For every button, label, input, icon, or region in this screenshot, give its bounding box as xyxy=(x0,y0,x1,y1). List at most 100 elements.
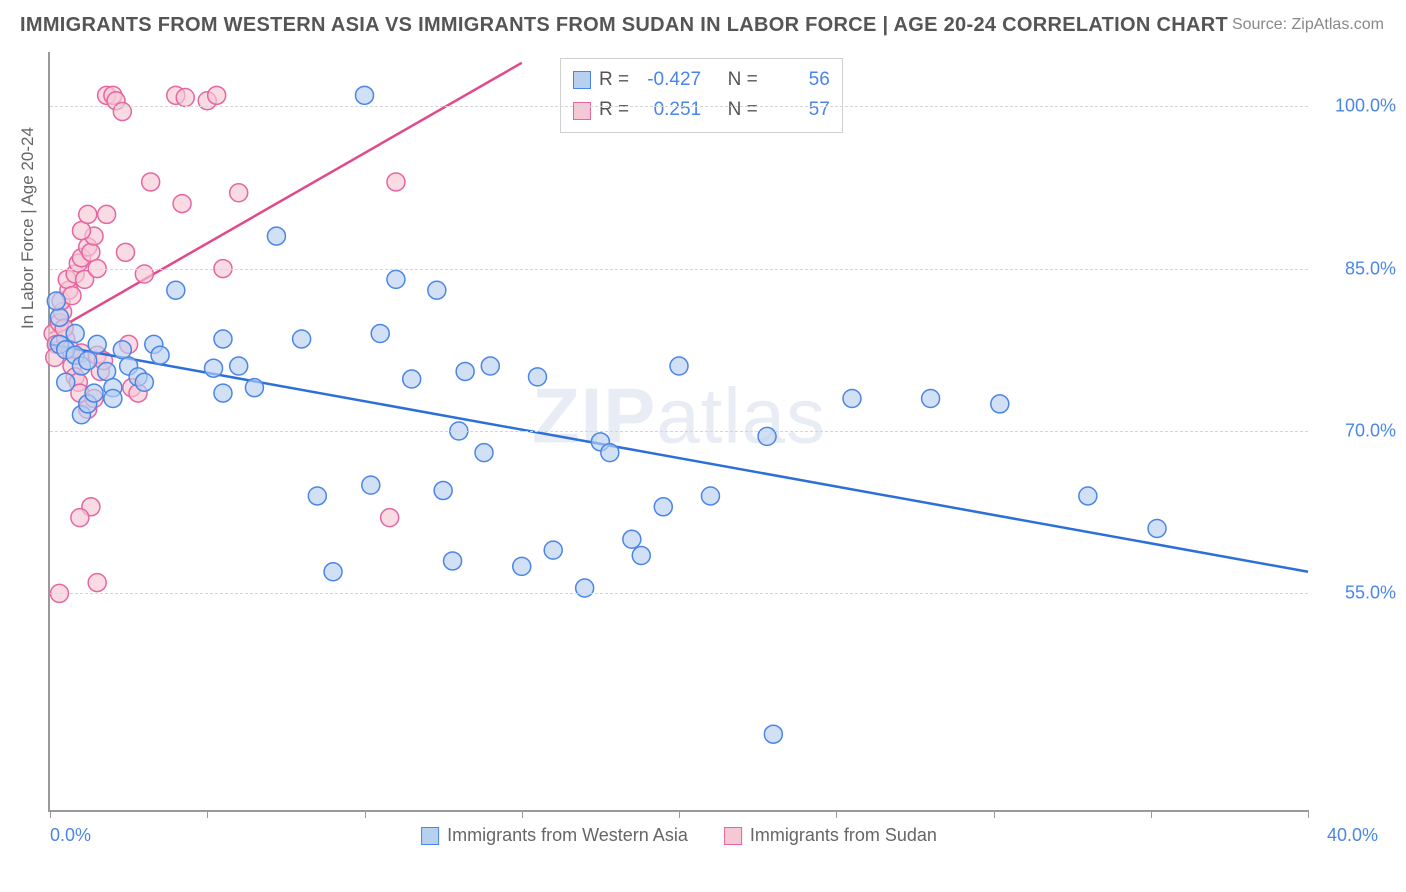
x-tick xyxy=(365,810,366,818)
scatter-point xyxy=(88,335,106,353)
scatter-point xyxy=(98,205,116,223)
legend-label: Immigrants from Western Asia xyxy=(447,825,688,846)
x-tick xyxy=(522,810,523,818)
scatter-point xyxy=(403,370,421,388)
scatter-point xyxy=(362,476,380,494)
scatter-point xyxy=(116,243,134,261)
scatter-point xyxy=(167,281,185,299)
x-axis-min-label: 0.0% xyxy=(50,825,91,846)
scatter-point xyxy=(205,359,223,377)
scatter-point xyxy=(434,482,452,500)
scatter-point xyxy=(428,281,446,299)
scatter-point xyxy=(98,362,116,380)
scatter-point xyxy=(230,184,248,202)
scatter-point xyxy=(85,384,103,402)
stats-n-2: 57 xyxy=(766,95,830,125)
gridline xyxy=(50,269,1308,270)
scatter-point xyxy=(324,563,342,581)
scatter-point xyxy=(79,205,97,223)
y-tick-label: 70.0% xyxy=(1345,421,1396,442)
gridline xyxy=(50,593,1308,594)
legend-item: Immigrants from Western Asia xyxy=(421,825,688,846)
x-tick xyxy=(50,810,51,818)
scatter-point xyxy=(670,357,688,375)
gridline xyxy=(50,106,1308,107)
scatter-point xyxy=(528,368,546,386)
scatter-point xyxy=(245,379,263,397)
y-tick-label: 55.0% xyxy=(1345,583,1396,604)
scatter-point xyxy=(475,444,493,462)
scatter-point xyxy=(230,357,248,375)
scatter-point xyxy=(113,341,131,359)
scatter-point xyxy=(387,270,405,288)
scatter-point xyxy=(1079,487,1097,505)
legend-bottom: Immigrants from Western Asia Immigrants f… xyxy=(421,825,937,846)
legend-label: Immigrants from Sudan xyxy=(750,825,937,846)
scatter-point xyxy=(991,395,1009,413)
scatter-point xyxy=(151,346,169,364)
stats-row-series1: R = -0.427 N = 56 xyxy=(573,65,830,95)
stats-swatch-2 xyxy=(573,102,591,120)
legend-swatch xyxy=(724,827,742,845)
scatter-point xyxy=(214,384,232,402)
scatter-point xyxy=(135,373,153,391)
scatter-point xyxy=(71,509,89,527)
scatter-point xyxy=(356,86,374,104)
y-tick-label: 85.0% xyxy=(1345,258,1396,279)
scatter-point xyxy=(544,541,562,559)
scatter-point xyxy=(208,86,226,104)
x-tick xyxy=(836,810,837,818)
stats-swatch-1 xyxy=(573,71,591,89)
scatter-point xyxy=(47,292,65,310)
scatter-point xyxy=(308,487,326,505)
y-axis-title: In Labor Force | Age 20-24 xyxy=(18,127,38,329)
scatter-point xyxy=(57,373,75,391)
stats-row-series2: R = 0.251 N = 57 xyxy=(573,95,830,125)
scatter-point xyxy=(66,325,84,343)
scatter-point xyxy=(173,195,191,213)
scatter-point xyxy=(601,444,619,462)
gridline xyxy=(50,431,1308,432)
regression-line xyxy=(50,344,1308,571)
plot-area: ZIPatlas R = -0.427 N = 56 R = 0.251 N =… xyxy=(48,52,1308,812)
x-tick xyxy=(1151,810,1152,818)
scatter-point xyxy=(764,725,782,743)
x-tick xyxy=(679,810,680,818)
scatter-point xyxy=(214,330,232,348)
source-label: Source: ZipAtlas.com xyxy=(1232,16,1384,34)
x-tick xyxy=(994,810,995,818)
stats-panel: R = -0.427 N = 56 R = 0.251 N = 57 xyxy=(560,58,843,133)
scatter-point xyxy=(387,173,405,191)
scatter-point xyxy=(481,357,499,375)
scatter-point xyxy=(72,222,90,240)
scatter-point xyxy=(104,390,122,408)
scatter-point xyxy=(456,362,474,380)
scatter-point xyxy=(79,352,97,370)
stats-r-1: -0.427 xyxy=(637,65,701,95)
y-tick-label: 100.0% xyxy=(1335,96,1396,117)
scatter-point xyxy=(293,330,311,348)
scatter-point xyxy=(371,325,389,343)
scatter-point xyxy=(50,308,68,326)
scatter-point xyxy=(632,547,650,565)
scatter-point xyxy=(843,390,861,408)
scatter-point xyxy=(513,557,531,575)
scatter-point xyxy=(88,574,106,592)
chart-title: IMMIGRANTS FROM WESTERN ASIA VS IMMIGRAN… xyxy=(20,14,1228,37)
stats-n-1: 56 xyxy=(766,65,830,95)
scatter-point xyxy=(176,88,194,106)
legend-swatch xyxy=(421,827,439,845)
scatter-point xyxy=(701,487,719,505)
legend-item: Immigrants from Sudan xyxy=(724,825,937,846)
scatter-point xyxy=(922,390,940,408)
scatter-point xyxy=(654,498,672,516)
scatter-point xyxy=(142,173,160,191)
scatter-point xyxy=(381,509,399,527)
scatter-point xyxy=(444,552,462,570)
scatter-point xyxy=(1148,519,1166,537)
scatter-point xyxy=(623,530,641,548)
x-tick xyxy=(1308,810,1309,818)
stats-r-2: 0.251 xyxy=(637,95,701,125)
scatter-point xyxy=(82,243,100,261)
x-tick xyxy=(207,810,208,818)
